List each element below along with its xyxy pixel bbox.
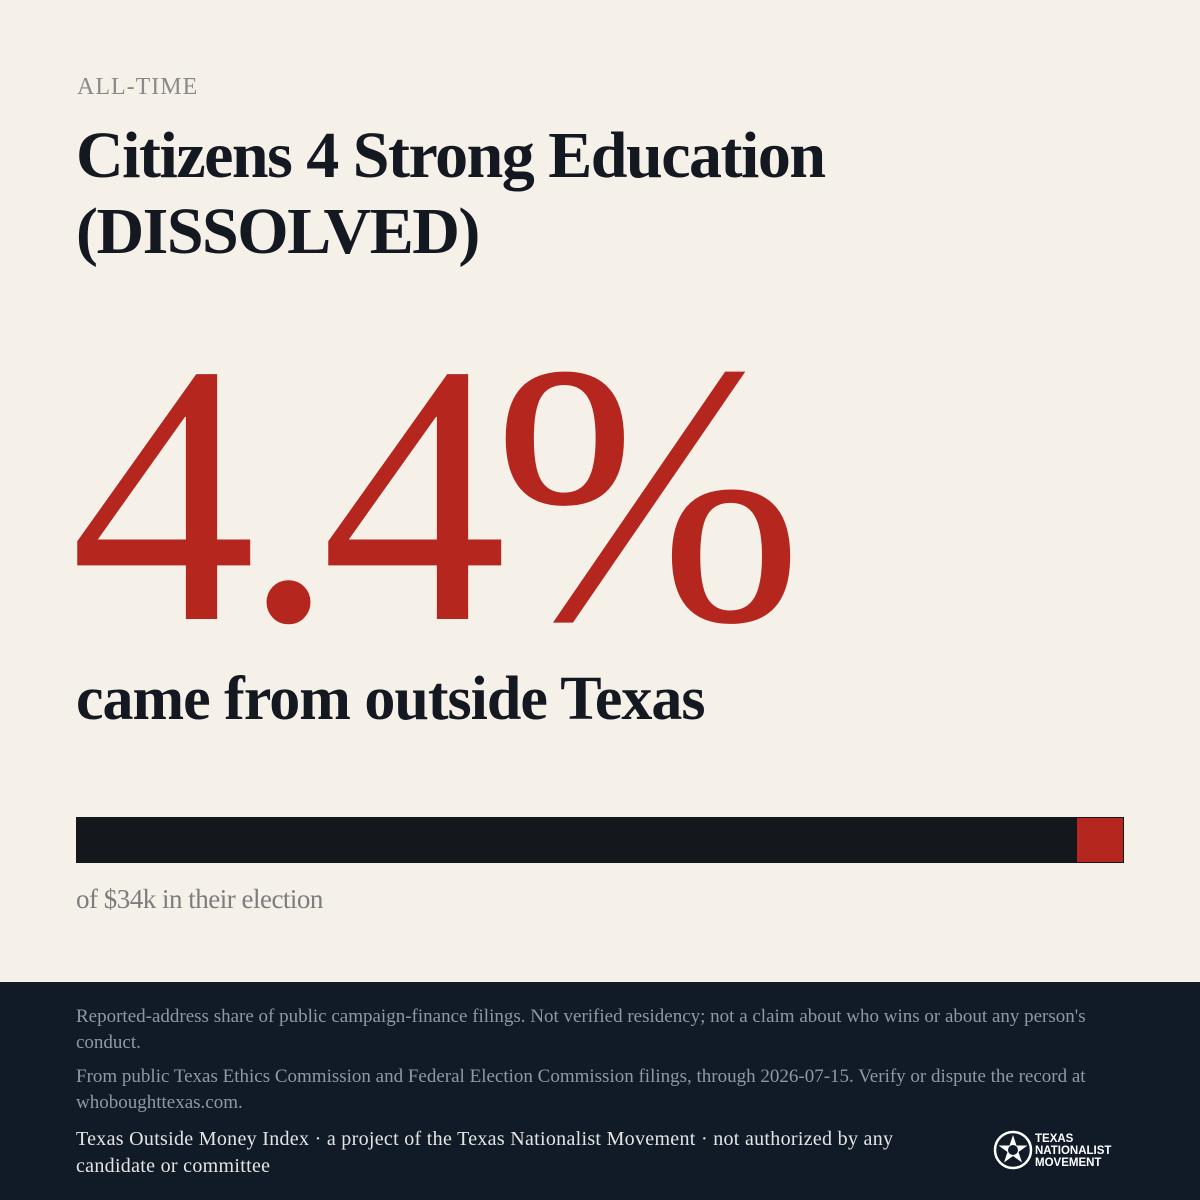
logo-line: MOVEMENT (1035, 1157, 1102, 1169)
eyebrow: ALL-TIME (77, 74, 199, 100)
share-bar-fill (1076, 818, 1123, 862)
share-bar (76, 817, 1124, 863)
footer: Reported-address share of public campaig… (0, 982, 1200, 1200)
logo-line: TEXAS (1035, 1133, 1074, 1145)
logo-line: NATIONALIST (1035, 1145, 1112, 1157)
footnote: Reported-address share of public campaig… (76, 1006, 1086, 1053)
logo: TEXAS NATIONALIST MOVEMENT (993, 1130, 1133, 1174)
big-stat: 4.4% (70, 289, 803, 700)
logo-emblem (993, 1130, 1033, 1170)
title: Citizens 4 Strong Education (DISSOLVED) (76, 119, 826, 268)
footnote: From public Texas Ethics Commission and … (76, 1066, 1086, 1113)
credit: Texas Outside Money Index · a project of… (76, 1128, 894, 1177)
logo-text: TEXAS NATIONALIST MOVEMENT (1035, 1133, 1135, 1169)
caption: of $34k in their election (76, 884, 323, 914)
tagline: came from outside Texas (76, 665, 706, 733)
